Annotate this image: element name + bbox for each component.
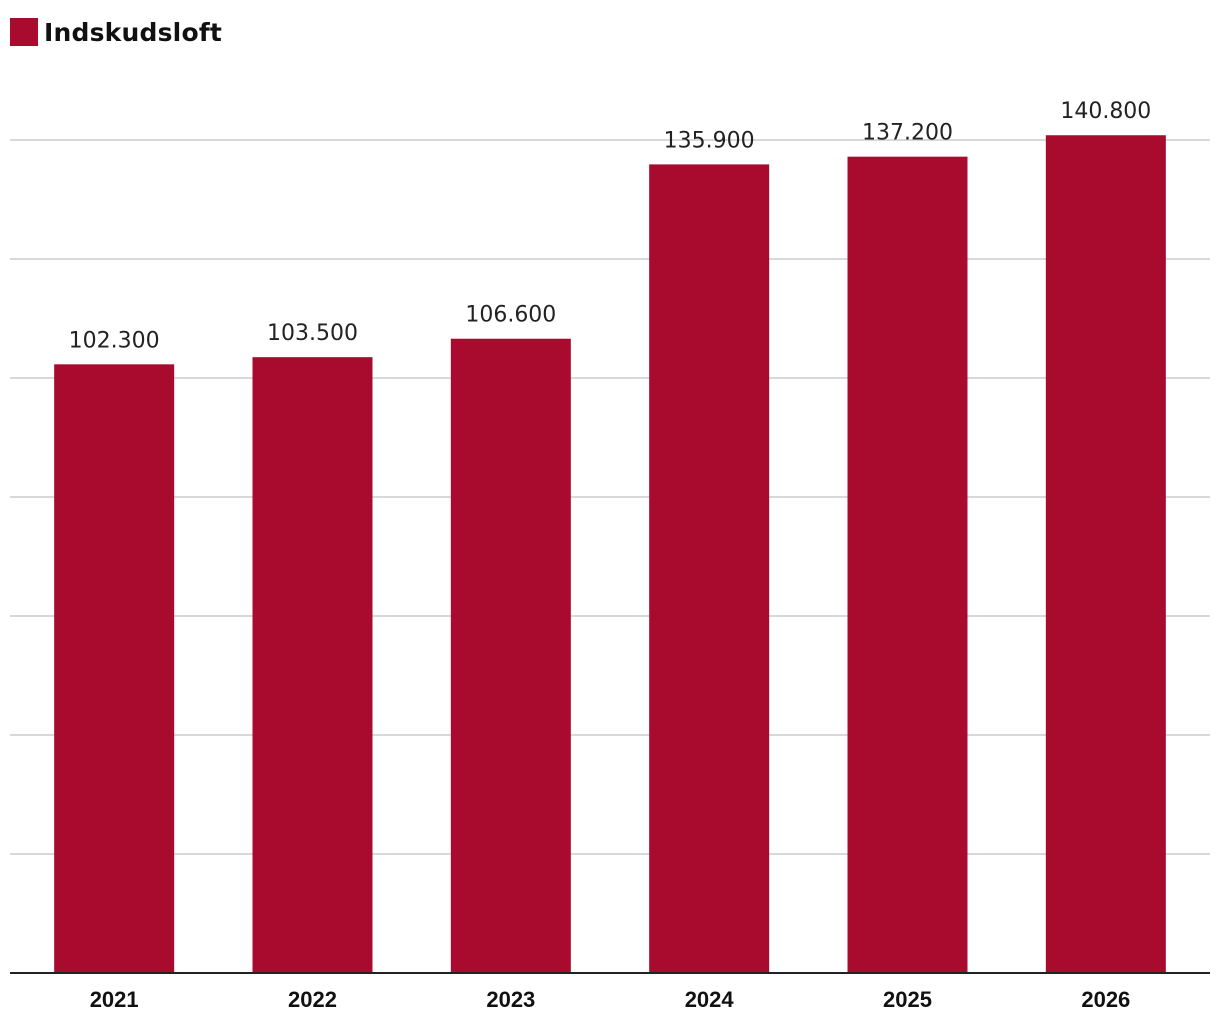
bar-2022	[252, 357, 373, 973]
bars	[54, 135, 1166, 974]
bar-2026	[1045, 135, 1166, 974]
value-labels: 102.300 103.500 106.600 135.900 137.200 140.8…	[69, 99, 1152, 353]
value-label-2023: 106.600	[465, 303, 556, 328]
category-label-2023: 2023	[486, 987, 535, 1012]
category-label-2022: 2022	[288, 987, 337, 1012]
bar-2023	[450, 338, 571, 974]
bar-2021	[54, 364, 175, 973]
value-label-2025: 137.200	[862, 121, 953, 146]
bar-2024	[649, 164, 770, 973]
legend-label: Indskudsloft	[44, 17, 223, 47]
category-label-2025: 2025	[883, 987, 932, 1012]
legend-swatch	[10, 18, 38, 46]
category-label-2024: 2024	[685, 987, 735, 1012]
category-label-2026: 2026	[1081, 987, 1130, 1012]
value-label-2026: 140.800	[1060, 99, 1151, 124]
value-label-2021: 102.300	[69, 328, 160, 353]
legend: Indskudsloft	[10, 17, 222, 47]
category-labels: 2021 2022 2023 2024 2025 2026	[90, 987, 1131, 1012]
value-label-2024: 135.900	[664, 128, 755, 153]
category-label-2021: 2021	[90, 987, 139, 1012]
gridlines	[10, 139, 1210, 855]
value-label-2022: 103.500	[267, 321, 358, 346]
bar-2025	[847, 156, 968, 973]
